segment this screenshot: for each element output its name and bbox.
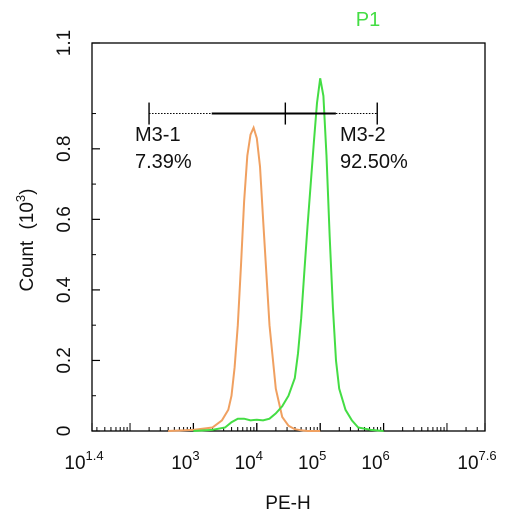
marker-m3-2-percent: 92.50%	[340, 151, 408, 173]
x-tick-label: 106	[361, 448, 389, 474]
marker-m3-1-percent: 7.39%	[135, 151, 192, 173]
marker-gates	[148, 102, 378, 125]
y-tick-label: 0.4	[54, 276, 75, 303]
y-tick-label: 0.2	[54, 347, 75, 373]
series-green-histogram	[193, 78, 384, 432]
x-axis-label: PE-H	[265, 493, 310, 514]
x-tick-label: 105	[298, 448, 326, 474]
x-tick-label: 101.4	[64, 448, 103, 474]
series-orange-histogram	[168, 124, 321, 432]
x-tick-label: 103	[171, 448, 199, 474]
y-tick-label: 0	[54, 426, 75, 437]
y-tick-label: 0.8	[54, 136, 75, 162]
plot-frame	[91, 42, 486, 432]
chart-title: P1	[356, 9, 380, 31]
y-tick-label: 1.1	[54, 30, 75, 56]
x-tick-label: 107.6	[457, 448, 496, 474]
y-axis-label: Count (103)	[13, 188, 38, 291]
marker-m3-1-label: M3-1	[135, 124, 181, 146]
y-ticks: 0 0.2 0.4 0.6 0.8 1.1	[54, 30, 100, 437]
x-tick-label: 104	[235, 448, 263, 474]
x-major-ticks: 101.4 103 104 105 106 107.6	[64, 423, 497, 474]
y-tick-label: 0.6	[54, 206, 75, 232]
marker-m3-2-label: M3-2	[340, 124, 386, 146]
